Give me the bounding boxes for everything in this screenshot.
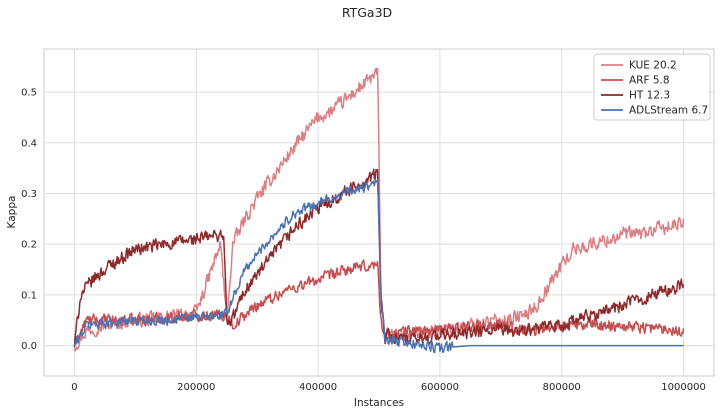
x-tick-label: 0 (71, 382, 77, 393)
legend-box (593, 53, 711, 121)
legend-label: ARF 5.8 (629, 75, 670, 87)
x-tick-labels: 0 200000 400000 600000 800000 1000000 (71, 382, 706, 393)
series-line (73, 67, 685, 352)
x-axis-label: Instances (354, 397, 404, 409)
legend-label: KUE 20.2 (629, 60, 677, 72)
x-tick-label: 800000 (543, 382, 581, 393)
y-axis-label: Kappa (6, 196, 18, 229)
y-tick-label: 0.3 (21, 189, 37, 200)
legend-label: ADLStream 6.7 (629, 105, 708, 117)
x-tick-label: 1000000 (661, 382, 706, 393)
series-line (73, 179, 684, 354)
chart-title: RTGa3D (342, 5, 392, 20)
y-tick-label: 0.2 (21, 240, 37, 251)
y-tick-label: 0.0 (21, 341, 37, 352)
y-tick-labels: 0.0 0.1 0.2 0.3 0.4 0.5 (21, 88, 37, 352)
legend-label: HT 12.3 (629, 90, 670, 102)
legend: KUE 20.2 ARF 5.8 HT 12.3 ADLStream 6.7 (593, 53, 711, 121)
y-tick-label: 0.1 (21, 290, 37, 301)
x-gridlines (73, 49, 685, 376)
y-tick-label: 0.5 (21, 88, 37, 99)
x-tick-label: 600000 (421, 382, 459, 393)
series-layer (73, 67, 685, 354)
x-tick-label: 200000 (177, 382, 215, 393)
x-tick-label: 400000 (299, 382, 337, 393)
y-tick-label: 0.4 (21, 138, 37, 149)
